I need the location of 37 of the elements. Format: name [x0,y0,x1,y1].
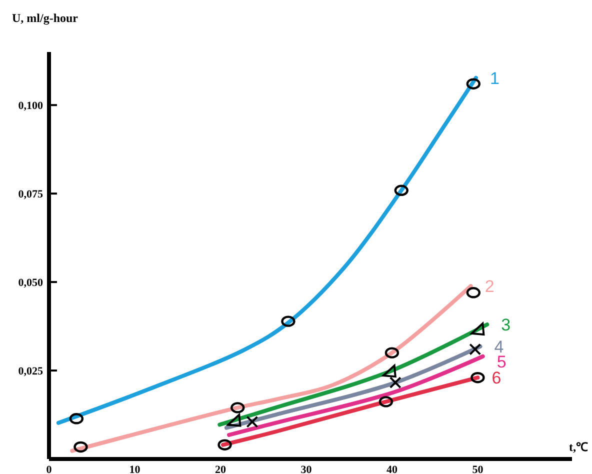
series-label: 6 [492,368,502,388]
point [69,413,84,424]
x-tick-label: 20 [214,464,226,474]
y-tick-label: 0,025 [18,365,44,378]
point [382,364,396,378]
line-series [227,354,485,437]
line-series [224,344,482,430]
line-series [218,322,490,427]
point [389,376,402,389]
point [469,343,482,356]
point [218,439,232,450]
point [466,287,480,298]
point [246,416,258,428]
y-tick-label: 0,050 [18,276,44,289]
x-tick-label: 50 [472,464,484,474]
x-tick-label: 10 [129,464,141,474]
series-label: 3 [501,315,511,334]
point [394,184,408,196]
point [74,441,88,453]
x-axis-title: t,℃ [569,440,588,454]
line-series [70,284,473,453]
x-tick-label: 40 [386,464,398,474]
y-axis-title: U, ml/g-hour [12,11,79,25]
point [378,396,394,408]
series-label: 2 [484,276,494,296]
y-tick-label: 0,100 [18,100,44,112]
x-tick-label: 30 [300,464,312,474]
point [470,372,485,384]
point [470,322,485,336]
point [230,402,245,414]
point [281,316,296,327]
point [227,414,242,427]
x-tick-label: 0 [46,464,52,474]
y-tick-label: 0,075 [18,188,44,200]
series-label: 1 [490,68,500,88]
point [384,347,400,358]
point [466,78,480,90]
